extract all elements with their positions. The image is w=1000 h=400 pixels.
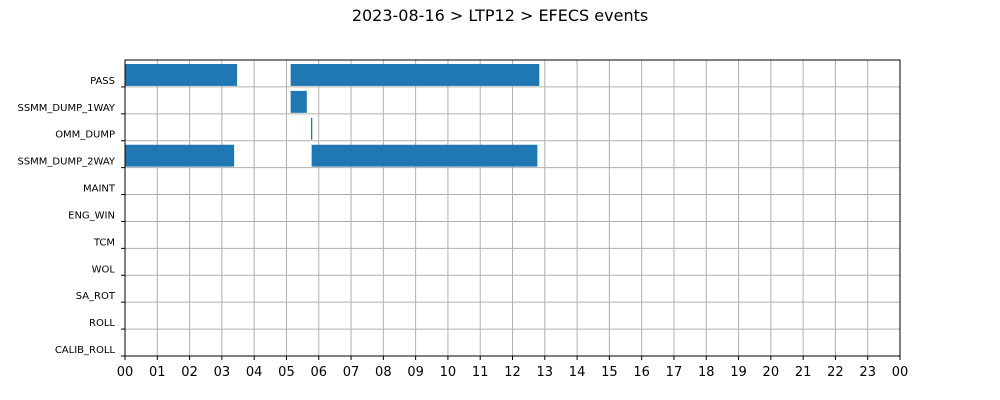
x-tick-label: 09 <box>407 365 424 380</box>
grid-layer <box>124 60 901 356</box>
x-tick-label: 15 <box>601 365 618 380</box>
x-tick-label: 19 <box>730 365 747 380</box>
x-tick-label: 22 <box>827 365 844 380</box>
y-tick-label: SSMM_DUMP_1WAY <box>17 103 115 114</box>
x-tick-label: 18 <box>698 365 715 380</box>
x-tick-label: 10 <box>440 365 457 380</box>
event-bar <box>125 64 238 86</box>
y-tick-label: SSMM_DUMP_2WAY <box>17 157 115 168</box>
x-tick-label: 00 <box>892 365 909 380</box>
x-tick-label: 11 <box>472 365 489 380</box>
y-axis: PASS SSMM_DUMP_1WAY OMM_DUMP SSMM_DUMP_2WAY… <box>17 76 125 357</box>
x-tick-label: 05 <box>278 365 295 380</box>
x-tick-label: 02 <box>181 365 198 380</box>
y-tick-label: CALIB_ROLL <box>55 345 116 356</box>
x-tick-label: 23 <box>859 365 876 380</box>
x-tick-label: 14 <box>569 365 586 380</box>
y-tick-label: SA_ROT <box>76 291 116 302</box>
x-tick-label: 12 <box>504 365 521 380</box>
x-tick-label: 17 <box>666 365 683 380</box>
event-bar <box>125 144 235 167</box>
x-tick-label: 20 <box>763 365 780 380</box>
y-tick-label: ENG_WIN <box>68 210 115 221</box>
y-tick-label: OMM_DUMP <box>55 130 115 141</box>
y-tick-label: PASS <box>90 76 115 87</box>
x-axis: 00 01 02 03 04 05 06 07 08 09 10 11 12 13 14 15 16 17 18 19… <box>117 356 909 380</box>
x-tick-label: 01 <box>149 365 166 380</box>
bar-layer <box>125 64 540 167</box>
x-tick-label: 07 <box>343 365 360 380</box>
x-tick-label: 16 <box>633 365 650 380</box>
x-tick-label: 21 <box>795 365 812 380</box>
x-tick-label: 03 <box>214 365 231 380</box>
event-bar <box>290 90 307 113</box>
chart-title: 2023-08-16 > LTP12 > EFECS events <box>351 6 649 25</box>
x-tick-label: 04 <box>246 365 263 380</box>
y-tick-label: ROLL <box>89 318 115 329</box>
x-tick-label: 08 <box>375 365 392 380</box>
event-bar <box>311 117 313 140</box>
y-tick-label: MAINT <box>83 184 116 195</box>
y-tick-label: WOL <box>92 264 116 275</box>
event-bar <box>311 144 538 167</box>
y-tick-label: TCM <box>93 237 115 248</box>
x-tick-label: 00 <box>117 365 134 380</box>
x-tick-label: 06 <box>310 365 327 380</box>
x-tick-label: 13 <box>537 365 554 380</box>
event-bar <box>290 64 540 86</box>
